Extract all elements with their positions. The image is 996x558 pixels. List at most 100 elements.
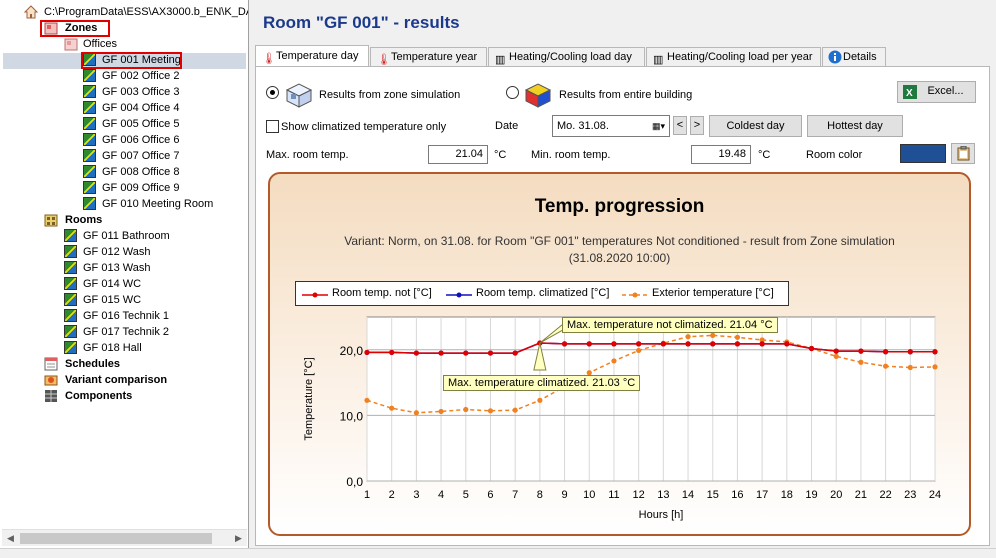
legend-swatch-room-not <box>302 292 328 298</box>
min-temp-unit: °C <box>758 149 771 161</box>
tree-zone-label: GF 008 Office 8 <box>102 166 180 178</box>
home-icon <box>24 5 38 19</box>
data-point <box>512 350 518 356</box>
building-radio[interactable] <box>506 86 519 99</box>
data-point <box>660 341 666 347</box>
data-point <box>858 348 864 354</box>
x-tick-label: 24 <box>929 489 941 501</box>
prev-day-button[interactable]: < <box>673 116 687 135</box>
min-temp-label: Min. room temp. <box>531 149 611 161</box>
x-tick-label: 20 <box>830 489 842 501</box>
data-point <box>685 341 691 347</box>
coldest-day-button[interactable]: Coldest day <box>709 115 802 137</box>
rooms-icon <box>44 214 58 227</box>
x-tick-label: 2 <box>389 489 395 501</box>
tab-temperature-year[interactable]: 🌡 Temperature year <box>370 47 487 66</box>
x-tick-label: 8 <box>537 489 543 501</box>
project-tree[interactable]: C:\ProgramData\ESS\AX3000.b_EN\K_DAT Zon… <box>0 0 249 548</box>
x-tick-label: 12 <box>633 489 645 501</box>
scroll-right-icon[interactable]: ▶ <box>235 533 242 543</box>
x-tick-label: 21 <box>855 489 867 501</box>
room-icon <box>64 309 77 322</box>
zone-icon <box>83 101 96 114</box>
chart-legend: Room temp. not [°C] Room temp. climatize… <box>295 281 789 306</box>
zone-icon <box>83 149 96 162</box>
variant-icon <box>44 375 58 386</box>
data-point <box>932 364 938 370</box>
data-point <box>463 350 469 356</box>
tree-zone-label: GF 002 Office 2 <box>102 70 180 82</box>
data-point <box>734 341 741 347</box>
data-point <box>710 341 716 347</box>
radiator-icon: ▥ <box>653 54 664 66</box>
zone-sim-label: Results from zone simulation <box>319 89 461 101</box>
offices-icon <box>64 38 78 51</box>
chart-subtitle: Variant: Norm, on 31.08. for Room "GF 00… <box>344 234 895 248</box>
schedule-icon <box>44 357 58 371</box>
scroll-thumb[interactable] <box>20 533 212 544</box>
chart-title: Temp. progression <box>534 196 705 217</box>
room-icon <box>64 341 77 354</box>
data-point <box>734 334 741 340</box>
clipboard-icon <box>957 146 970 161</box>
x-tick-label: 10 <box>583 489 595 501</box>
tab-load-year[interactable]: ▥ Heating/Cooling load per year <box>646 47 821 66</box>
data-point <box>636 347 642 354</box>
tab-load-day[interactable]: ▥ Heating/Cooling load day <box>488 47 645 66</box>
series-line <box>367 342 935 354</box>
y-axis-label: Temperature [°C] <box>303 357 315 440</box>
annotation-max-not-climatized: Max. temperature not climatized. 21.04 °… <box>562 317 778 333</box>
highlight-box <box>81 52 182 69</box>
zone-icon <box>83 117 96 130</box>
zone-icon <box>83 197 96 210</box>
tab-details[interactable]: Details <box>822 47 886 66</box>
tree-room-label: GF 016 Technik 1 <box>83 310 170 322</box>
building-cube-icon <box>524 83 552 108</box>
tree-zone-label: GF 005 Office 5 <box>102 118 180 130</box>
climatized-only-checkbox[interactable] <box>266 120 279 133</box>
max-temp-field: 21.04 <box>428 145 488 164</box>
data-point <box>907 349 913 355</box>
calendar-dropdown-icon[interactable]: ▦▾ <box>651 121 665 131</box>
page-title: Room "GF 001" - results <box>263 13 460 32</box>
tree-zone-label: GF 009 Office 9 <box>102 182 180 194</box>
room-color-swatch[interactable] <box>900 144 946 163</box>
data-point <box>932 349 938 355</box>
series-line <box>366 334 936 414</box>
tree-room-label: GF 018 Hall <box>83 342 142 354</box>
paste-color-button[interactable] <box>951 143 975 164</box>
data-point <box>364 397 370 403</box>
data-point <box>364 349 370 356</box>
temp-chart-panel: Temp. progression Variant: Norm, on 31.0… <box>268 172 971 536</box>
data-point <box>413 350 419 356</box>
date-picker[interactable]: Mo. 31.08. ▦▾ <box>552 115 670 137</box>
thermometer-icon: 🌡 <box>262 53 276 65</box>
zone-sim-radio[interactable] <box>266 86 279 99</box>
next-day-button[interactable]: > <box>690 116 704 135</box>
x-tick-label: 3 <box>413 489 419 501</box>
max-temp-unit: °C <box>494 149 507 161</box>
room-icon <box>64 261 77 274</box>
scroll-left-icon[interactable]: ◀ <box>7 533 14 543</box>
x-tick-label: 17 <box>756 489 768 501</box>
x-tick-label: 4 <box>438 489 444 501</box>
tab-temperature-day[interactable]: 🌡 Temperature day <box>255 45 369 67</box>
x-tick-label: 7 <box>512 489 518 501</box>
x-tick-label: 6 <box>487 489 493 501</box>
climatized-only-label: Show climatized temperature only <box>281 121 447 133</box>
data-point <box>710 332 716 338</box>
x-tick-label: 23 <box>904 489 916 501</box>
data-point <box>463 406 469 413</box>
components-icon <box>45 390 57 402</box>
room-icon <box>64 229 77 242</box>
x-tick-label: 1 <box>364 489 370 501</box>
hottest-day-button[interactable]: Hottest day <box>807 115 903 137</box>
excel-button[interactable]: X Excel... <box>897 81 976 103</box>
tree-zone-label: GF 007 Office 7 <box>102 150 180 162</box>
zone-icon <box>83 165 96 178</box>
tree-zone-label: GF 010 Meeting Room <box>102 198 214 210</box>
horizontal-scrollbar[interactable]: ◀ ▶ <box>2 529 247 546</box>
tree-label-components: Components <box>65 390 133 402</box>
zone-icon <box>83 85 96 98</box>
tree-label-zones: Zones <box>65 22 98 34</box>
